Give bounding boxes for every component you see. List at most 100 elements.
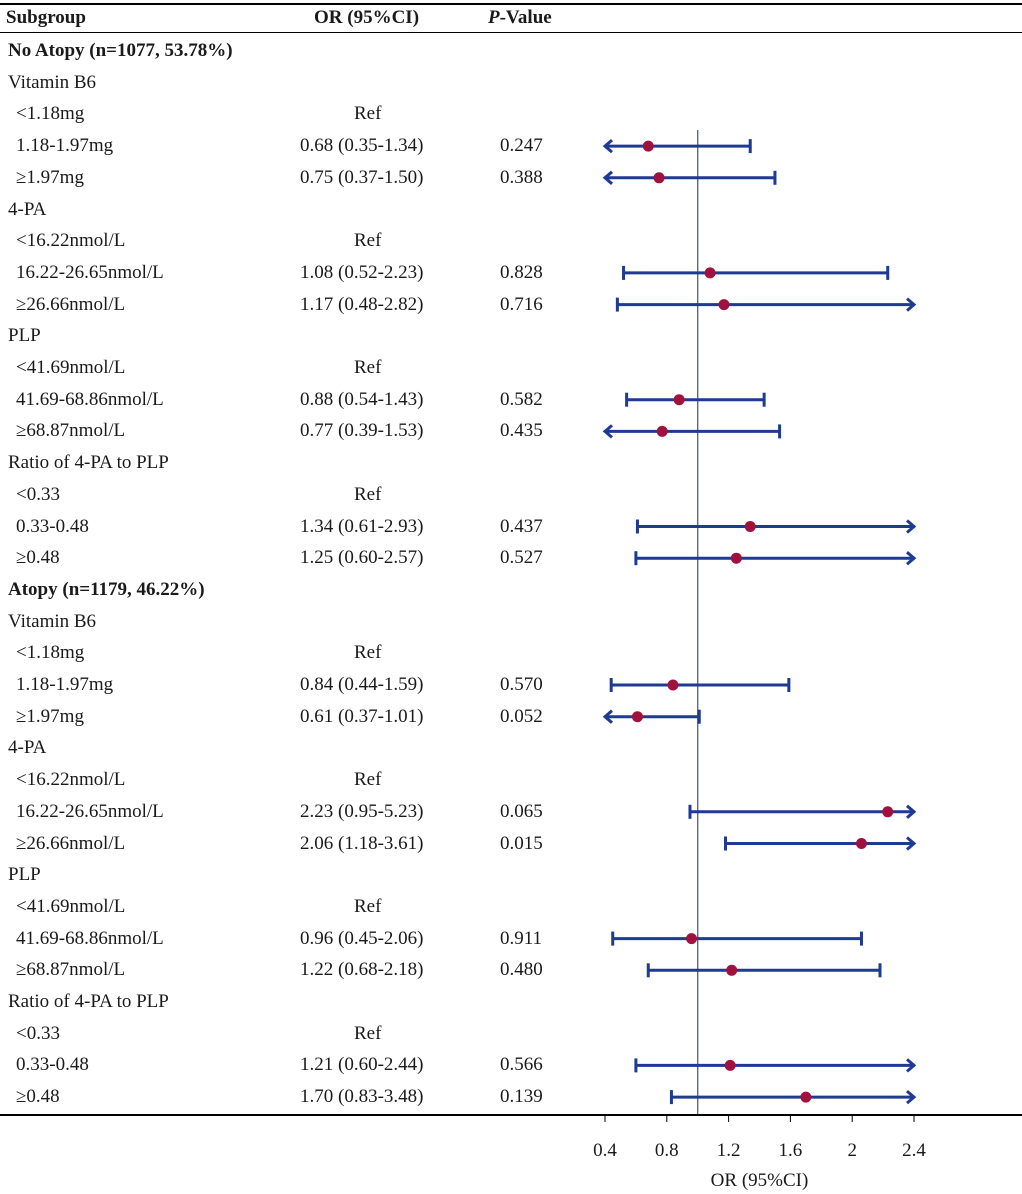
or-ci-value: Ref	[354, 895, 382, 917]
table-row: PLP	[0, 321, 600, 351]
point-estimate	[673, 394, 685, 406]
ci-arrow-left	[602, 709, 613, 724]
table-row: Atopy (n=1179, 46.22%)	[0, 575, 600, 605]
table-row: 1.18-1.97mg 0.68 (0.35-1.34) 0.247	[0, 131, 600, 161]
table-row: 4-PA	[0, 195, 600, 225]
point-estimate	[724, 1059, 736, 1071]
point-estimate	[800, 1091, 812, 1103]
table-row: 41.69-68.86nmol/L 0.96 (0.45-2.06) 0.911	[0, 924, 600, 954]
header-or: OR (95%CI)	[314, 7, 420, 28]
point-estimate	[656, 425, 668, 437]
point-estimate	[744, 521, 756, 532]
table-row: 16.22-26.65nmol/L 1.08 (0.52-2.23) 0.828	[0, 258, 600, 288]
or-ci-value: 0.88 (0.54-1.43)	[300, 388, 424, 410]
or-ci-value: Ref	[354, 642, 382, 664]
table-row: Ratio of 4-PA to PLP	[0, 987, 600, 1017]
subgroup-label: 1.18-1.97mg	[16, 135, 114, 157]
subgroup-label: <1.18mg	[16, 642, 85, 664]
table-row: 4-PA	[0, 733, 600, 763]
table-row: <41.69nmol/L Ref	[0, 353, 600, 383]
or-ci-value: 2.06 (1.18-3.61)	[300, 832, 424, 854]
table-row: <16.22nmol/L Ref	[0, 226, 600, 256]
table-row: <41.69nmol/L Ref	[0, 892, 600, 922]
subgroup-label: 0.33-0.48	[16, 515, 89, 537]
x-tick-label: 1.2	[717, 1140, 741, 1161]
or-ci-value: 0.84 (0.44-1.59)	[300, 674, 424, 695]
p-value: 0.388	[500, 166, 543, 188]
or-ci-value: 1.21 (0.60-2.44)	[300, 1054, 424, 1076]
x-tick-label: 0.4	[593, 1140, 617, 1161]
subgroup-label: <1.18mg	[16, 103, 85, 125]
header-rule	[0, 32, 1022, 33]
table-row: <1.18mg Ref	[0, 99, 600, 129]
table-row: ≥68.87nmol/L 1.22 (0.68-2.18) 0.480	[0, 955, 600, 985]
variable-label: PLP	[8, 325, 41, 347]
or-ci-value: Ref	[354, 230, 382, 252]
p-value: 0.247	[500, 135, 543, 157]
p-value: 0.065	[500, 800, 543, 822]
or-ci-value: 1.22 (0.68-2.18)	[300, 959, 424, 981]
subgroup-label: <16.22nmol/L	[16, 230, 126, 252]
or-ci-value: 1.17 (0.48-2.82)	[300, 293, 424, 315]
subgroup-label: 0.33-0.48	[16, 1054, 89, 1076]
ci-arrow-right	[906, 551, 917, 566]
table-row: 0.33-0.48 1.21 (0.60-2.44) 0.566	[0, 1050, 600, 1080]
subgroup-label: ≥0.48	[16, 1086, 60, 1108]
point-estimate	[882, 806, 894, 818]
variable-label: PLP	[8, 864, 41, 886]
ci-arrow-right	[906, 836, 917, 851]
p-value: 0.828	[500, 261, 543, 283]
p-value: 0.911	[500, 927, 543, 949]
p-value: 0.015	[500, 832, 543, 854]
point-estimate	[642, 140, 654, 152]
ci-arrow-right	[906, 1058, 917, 1073]
table-row: ≥68.87nmol/L 0.77 (0.39-1.53) 0.435	[0, 416, 600, 446]
header-p-suffix: -Value	[499, 7, 552, 28]
header-subgroup: Subgroup	[6, 7, 86, 28]
point-estimate	[718, 299, 730, 311]
table-row: PLP	[0, 860, 600, 890]
p-value: 0.435	[500, 420, 543, 442]
bottom-rule	[0, 1114, 1022, 1116]
p-value: 0.716	[500, 293, 543, 315]
variable-label: Ratio of 4-PA to PLP	[8, 452, 169, 474]
table-row: 16.22-26.65nmol/L 2.23 (0.95-5.23) 0.065	[0, 797, 600, 827]
or-ci-value: Ref	[354, 769, 382, 791]
or-ci-value: 1.70 (0.83-3.48)	[300, 1086, 424, 1108]
p-value: 0.480	[500, 959, 543, 981]
table-row: Vitamin B6	[0, 607, 600, 637]
ci-arrow-right	[906, 297, 917, 312]
table-row: Ratio of 4-PA to PLP	[0, 448, 600, 478]
variable-label: Vitamin B6	[8, 71, 97, 93]
table-row: Vitamin B6	[0, 68, 600, 98]
point-estimate	[855, 838, 867, 849]
or-ci-value: Ref	[354, 103, 382, 125]
variable-label: 4-PA	[8, 737, 47, 759]
or-ci-value: 0.75 (0.37-1.50)	[300, 166, 424, 188]
p-value: 0.582	[500, 388, 543, 410]
point-estimate	[726, 964, 738, 976]
variable-label: Vitamin B6	[8, 610, 97, 632]
subgroup-label: ≥1.97mg	[16, 705, 84, 727]
ci-arrow-right	[906, 519, 917, 534]
point-estimate	[667, 679, 679, 691]
table-row: ≥0.48 1.25 (0.60-2.57) 0.527	[0, 543, 600, 573]
or-ci-value: 0.68 (0.35-1.34)	[300, 135, 424, 157]
group-label: Atopy (n=1179, 46.22%)	[8, 578, 205, 600]
header-p-value: P-Value	[488, 6, 552, 30]
point-estimate	[704, 267, 716, 279]
subgroup-label: <16.22nmol/L	[16, 769, 126, 791]
variable-label: 4-PA	[8, 198, 47, 220]
top-rule	[0, 3, 1022, 5]
x-tick-label: 2.4	[902, 1140, 926, 1161]
subgroup-label: 41.69-68.86nmol/L	[16, 927, 164, 949]
table-row: <0.33 Ref	[0, 480, 600, 510]
or-ci-value: 2.23 (0.95-5.23)	[300, 800, 424, 822]
table-row: 1.18-1.97mg 0.84 (0.44-1.59) 0.570	[0, 670, 600, 700]
p-value: 0.052	[500, 705, 543, 727]
header-p-italic: P	[488, 7, 500, 28]
group-label: No Atopy (n=1077, 53.78%)	[8, 40, 233, 61]
point-estimate	[686, 933, 698, 945]
